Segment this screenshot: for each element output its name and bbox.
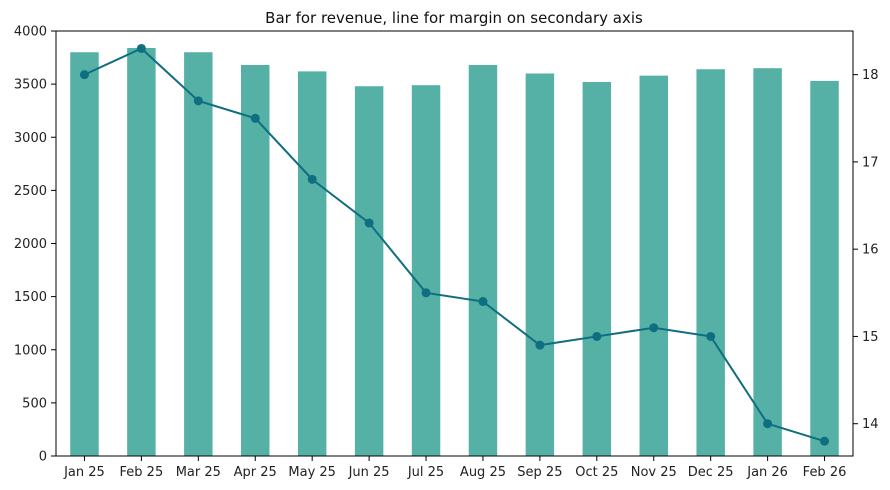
y2-tick-label: 16 bbox=[862, 243, 879, 258]
margin-point bbox=[763, 419, 773, 429]
margin-point bbox=[250, 113, 260, 123]
margin-point bbox=[421, 288, 431, 298]
x-tick-label: Sep 25 bbox=[517, 465, 562, 480]
y2-tick-label: 17 bbox=[862, 155, 879, 170]
revenue-bar bbox=[696, 69, 725, 456]
y-tick-label: 2500 bbox=[14, 184, 47, 199]
margin-point bbox=[535, 340, 545, 350]
x-tick-label: Jan 25 bbox=[63, 465, 105, 480]
revenue-bar bbox=[468, 65, 498, 456]
y-tick-label: 0 bbox=[39, 450, 47, 465]
margin-point bbox=[193, 96, 203, 106]
x-tick-label: Jul 25 bbox=[407, 465, 444, 480]
y-tick-label: 1000 bbox=[14, 343, 47, 358]
margin-point bbox=[307, 174, 317, 184]
margin-point bbox=[364, 218, 374, 228]
chart-title: Bar for revenue, line for margin on seco… bbox=[265, 9, 643, 27]
plot-frame bbox=[55, 30, 854, 457]
revenue-bar bbox=[184, 52, 213, 456]
y-tick-label: 1500 bbox=[14, 290, 47, 305]
margin-point bbox=[649, 323, 659, 333]
revenue-bar bbox=[411, 85, 441, 456]
x-tick-label: Jun 25 bbox=[348, 465, 390, 480]
margin-point bbox=[478, 297, 488, 307]
x-tick-label: Nov 25 bbox=[631, 465, 677, 480]
x-tick-label: Dec 25 bbox=[688, 465, 734, 480]
y2-tick-label: 15 bbox=[862, 330, 879, 345]
revenue-bars bbox=[70, 48, 839, 456]
x-tick-label: Feb 25 bbox=[120, 465, 164, 480]
y2-tick-label: 14 bbox=[862, 417, 879, 432]
x-tick-label: Feb 26 bbox=[803, 465, 847, 480]
y-tick-label: 500 bbox=[22, 396, 47, 411]
y-tick-label: 4000 bbox=[14, 25, 47, 40]
revenue-bar bbox=[525, 73, 555, 456]
revenue-bar bbox=[70, 52, 99, 456]
revenue-bar bbox=[810, 80, 839, 456]
revenue-bar bbox=[639, 75, 668, 456]
x-tick-label: Jan 26 bbox=[746, 465, 788, 480]
x-tick-label: Aug 25 bbox=[460, 465, 506, 480]
margin-point bbox=[79, 70, 89, 80]
margin-line-series bbox=[79, 43, 830, 446]
y2-tick-label: 18 bbox=[862, 68, 879, 83]
margin-point bbox=[592, 331, 602, 341]
revenue-bar bbox=[241, 65, 270, 456]
margin-point bbox=[820, 436, 830, 446]
x-tick-label: May 25 bbox=[288, 465, 336, 480]
axes: 0 500 1000 1500 2000 2500 3000 3500 4000 14 15 16 17… bbox=[14, 25, 879, 481]
x-tick-label: Mar 25 bbox=[176, 465, 221, 480]
revenue-bar bbox=[753, 68, 782, 456]
revenue-bar bbox=[582, 82, 612, 456]
y-tick-label: 3500 bbox=[14, 78, 47, 93]
revenue-bar bbox=[354, 86, 384, 456]
y-tick-label: 2000 bbox=[14, 237, 47, 252]
margin-point bbox=[136, 43, 146, 53]
x-tick-label: Oct 25 bbox=[575, 465, 618, 480]
x-tick-label: Apr 25 bbox=[234, 465, 277, 480]
margin-point bbox=[706, 331, 716, 341]
revenue-bar bbox=[297, 71, 327, 456]
margin-line bbox=[84, 47, 825, 443]
y-tick-label: 3000 bbox=[14, 131, 47, 146]
revenue-bar bbox=[127, 48, 156, 456]
